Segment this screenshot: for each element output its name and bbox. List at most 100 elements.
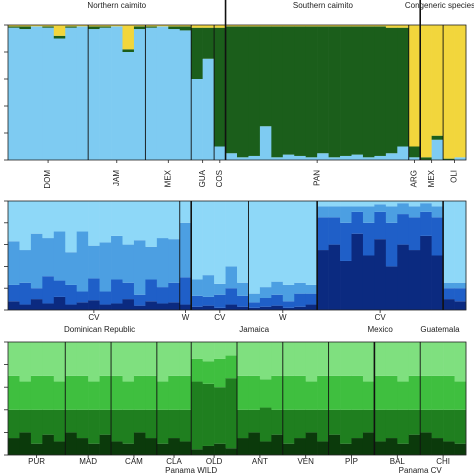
bar-segment [179,201,192,223]
bar-segment [237,25,249,27]
bar-segment [225,378,238,449]
bar-segment [42,201,55,239]
bar-segment [294,409,306,439]
bar-segment [397,27,410,147]
bar-segment [294,306,306,310]
bar-segment [420,235,432,310]
bar-segment [111,25,123,27]
bar-segment [317,375,329,410]
bar-segment [168,201,181,240]
bar-segment [214,342,226,359]
bar-segment [374,342,387,376]
bar-segment [65,375,77,410]
bar-segment [294,342,306,376]
bar-segment [294,201,306,283]
bar-segment [374,201,387,205]
bar-segment [133,432,146,455]
bar-segment [99,242,112,292]
bar-segment [8,301,20,310]
x-tick-label: W [279,313,287,322]
bar-segment [8,27,20,161]
bar-segment [191,381,203,450]
bar-segment [30,299,43,310]
bar-segment [156,381,169,410]
bar-segment [225,355,238,379]
bar-segment [191,449,203,455]
bar-segment [88,29,100,160]
bar-segment [328,201,341,207]
bar-segment [111,201,123,236]
bar-segment [111,342,123,376]
bar-segment [133,29,146,160]
bar-segment [317,250,329,310]
bar-segment [454,282,467,289]
bar-segment [294,25,306,27]
bar-segment [420,25,432,158]
bar-segment [191,25,203,28]
bar-segment [271,434,284,455]
bar-segment [111,279,123,304]
bar-segment [19,26,32,30]
bar-segment [214,358,226,388]
bar-segment [133,375,146,410]
bar-segment [53,441,66,455]
bar-segment [156,409,169,444]
bar-segment [454,409,467,444]
bar-segment [408,146,421,158]
bar-segment [328,375,341,410]
bar-segment [431,342,444,376]
bar-segment [259,201,272,288]
bar-segment [88,443,100,455]
bar-segment [76,26,89,160]
bar-segment [202,361,215,384]
bar-segment [42,409,55,435]
bar-segment [99,342,112,376]
bar-segment [305,293,318,305]
bar-segment [431,409,444,439]
bar-segment [65,409,77,433]
bar-segment [408,217,421,251]
bar-segment [179,304,192,310]
bar-segment [362,25,375,27]
bar-segment [420,409,432,433]
bar-segment [8,284,20,302]
bar-segment [202,342,215,362]
bar-segment [76,291,89,303]
bar-segment [443,409,455,442]
bar-segment [305,381,318,410]
bar-segment [202,383,215,446]
bar-segment [191,295,203,307]
bar-segment [397,443,410,455]
bar-segment [385,206,398,223]
x-tick-label: PIP [345,457,358,466]
bar-segment [431,255,444,310]
bar-segment [294,26,306,156]
bar-segment [248,342,261,376]
bar-segment [431,206,444,218]
plot-frame [7,24,467,161]
bar-segment [443,299,455,310]
bar-segment [248,25,261,27]
bar-segment [88,342,100,382]
bar-segment [191,342,203,359]
bar-segment [385,222,398,267]
bar-segment [294,155,306,160]
bar-segment [214,307,226,310]
bar-segment [30,342,43,376]
bar-segment [202,445,215,455]
bar-segment [145,279,158,302]
bar-segment [374,211,387,240]
bar-segment [65,304,77,310]
bar-segment [225,448,238,455]
bar-segment [305,304,318,310]
bar-segment [225,26,238,154]
bar-segment [328,342,341,376]
bar-segment [30,288,43,300]
bar-segment [420,432,432,455]
bar-segment [145,301,158,310]
bar-segment [237,295,249,307]
group-label: Panama CV [399,466,443,474]
bar-segment [454,443,467,455]
bar-segment [214,25,226,28]
